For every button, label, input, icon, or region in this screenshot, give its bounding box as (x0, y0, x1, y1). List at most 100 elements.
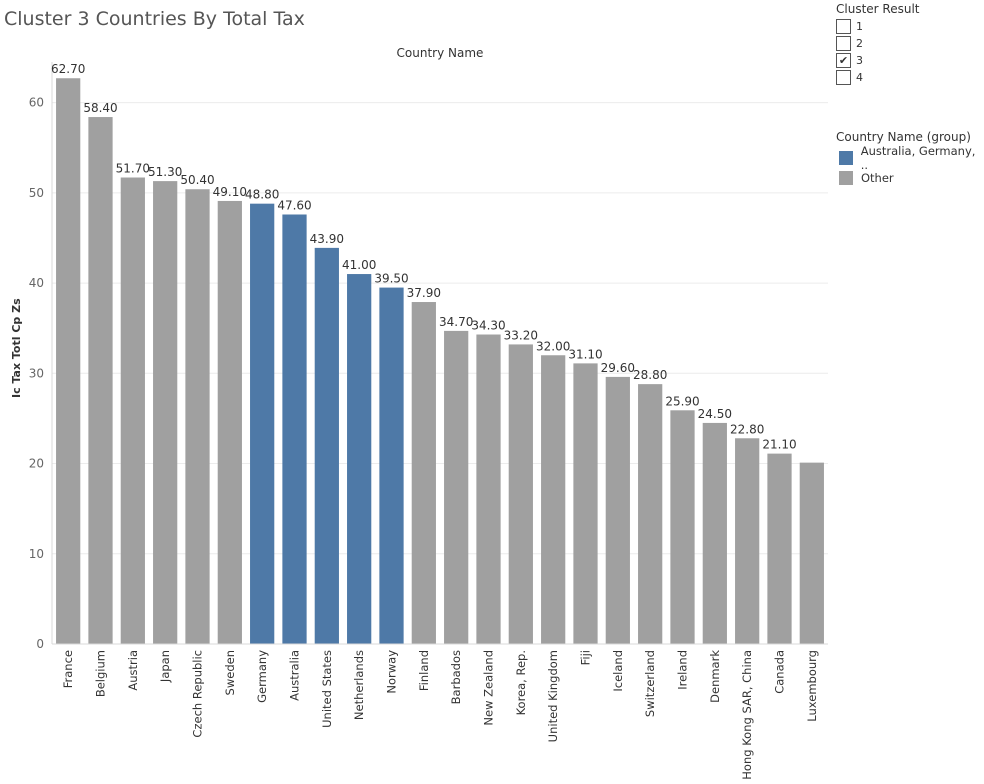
data-label: 62.70 (51, 62, 85, 76)
filter-option-2[interactable]: 2 (836, 35, 919, 52)
bar-chart: 0 10 20 30 40 50 60 62.70 France 58.40 Belgium 51.7… (29, 62, 828, 780)
data-label: 25.90 (665, 394, 699, 408)
data-label: 22.80 (730, 422, 764, 436)
x-tick-label: Austria (126, 650, 140, 691)
legend-item[interactable]: Australia, Germany, .. (836, 144, 984, 172)
x-tick-label: Netherlands (352, 650, 366, 720)
y-tick-label: 50 (29, 186, 44, 200)
checkbox[interactable] (836, 70, 851, 85)
bar (314, 247, 339, 644)
x-tick-label: Barbados (449, 650, 463, 704)
filter-option-4[interactable]: 4 (836, 69, 919, 86)
bar (702, 422, 727, 644)
data-label: 39.50 (374, 272, 408, 286)
x-tick-label: Australia (288, 650, 302, 701)
bar (735, 438, 760, 644)
x-tick-label: Denmark (708, 650, 722, 703)
x-tick-label: Iceland (611, 650, 625, 692)
bar (670, 410, 695, 644)
color-legend: Country Name (group) Australia, Germany,… (836, 130, 984, 188)
x-tick-label: Finland (417, 650, 431, 691)
data-label: 51.70 (116, 161, 150, 175)
x-tick-label: Canada (773, 650, 787, 694)
x-tick-label: Luxembourg (805, 650, 819, 722)
bar (605, 376, 630, 644)
page-title: Cluster 3 Countries By Total Tax (4, 8, 305, 30)
data-label: 50.40 (180, 173, 214, 187)
bar (153, 181, 178, 644)
data-label: 34.70 (439, 315, 473, 329)
x-tick-label: Germany (255, 650, 269, 703)
bar (379, 287, 404, 644)
cluster-result-filter: Cluster Result 1 2 ✔ 3 4 (836, 2, 919, 86)
data-label: 34.30 (471, 319, 505, 333)
checkbox[interactable] (836, 19, 851, 34)
data-label: 33.20 (504, 328, 538, 342)
filter-option-label: 1 (856, 20, 863, 33)
bar (476, 334, 501, 644)
data-label: 58.40 (83, 101, 117, 115)
bar (217, 200, 242, 645)
bar (88, 117, 113, 644)
x-tick-label: Sweden (223, 650, 237, 695)
checkbox[interactable]: ✔ (836, 53, 851, 68)
legend-label: Other (861, 171, 894, 185)
bar (508, 344, 533, 644)
data-label: 47.60 (277, 198, 311, 212)
bar (638, 384, 663, 644)
data-label: 24.50 (698, 407, 732, 421)
data-label: 31.10 (568, 347, 602, 361)
data-label: 32.00 (536, 339, 570, 353)
legend-title: Country Name (group) (836, 130, 971, 144)
filter-option-label: 2 (856, 37, 863, 50)
bar (120, 177, 145, 644)
x-tick-label: New Zealand (482, 650, 496, 726)
bar (250, 203, 275, 645)
legend-swatch (839, 151, 853, 165)
bar (185, 189, 210, 644)
x-tick-label: United States (320, 650, 334, 728)
bar (444, 330, 469, 644)
data-label: 51.30 (148, 165, 182, 179)
x-tick-label: Norway (385, 650, 399, 694)
y-tick-label: 0 (36, 637, 44, 651)
x-tick-label: Hong Kong SAR, China (740, 650, 754, 780)
data-label: 29.60 (601, 361, 635, 375)
data-label: 37.90 (407, 286, 441, 300)
x-tick-label: Fiji (579, 650, 593, 665)
x-tick-label: Switzerland (643, 650, 657, 717)
y-tick-label: 20 (29, 457, 44, 471)
filter-option-1[interactable]: 1 (836, 18, 919, 35)
filter-option-label: 4 (856, 71, 863, 84)
bar (411, 302, 436, 644)
checkbox[interactable] (836, 36, 851, 51)
x-tick-label: Ireland (676, 650, 690, 690)
bar (56, 78, 81, 644)
filter-title: Cluster Result (836, 2, 920, 16)
legend-item[interactable]: Other (836, 168, 984, 188)
column-header: Country Name (396, 46, 484, 60)
legend-label: Australia, Germany, .. (860, 144, 976, 172)
legend-swatch (839, 171, 853, 185)
y-tick-label: 60 (29, 96, 44, 110)
y-tick-label: 40 (29, 276, 44, 290)
x-tick-label: Czech Republic (191, 650, 205, 738)
bar (347, 274, 372, 644)
x-tick-label: Korea, Rep. (514, 650, 528, 715)
x-tick-label: United Kingdom (546, 650, 560, 742)
bar (767, 453, 792, 644)
bar (799, 462, 824, 644)
data-label: 21.10 (762, 438, 796, 452)
x-tick-label: Belgium (94, 650, 108, 697)
data-label: 28.80 (633, 368, 667, 382)
filter-option-3[interactable]: ✔ 3 (836, 52, 919, 69)
data-label: 41.00 (342, 258, 376, 272)
x-tick-label: Japan (158, 650, 172, 683)
filter-option-label: 3 (856, 54, 863, 67)
bar (573, 363, 598, 644)
data-label: 43.90 (310, 232, 344, 246)
x-tick-label: France (61, 650, 75, 688)
data-label: 49.10 (213, 185, 247, 199)
bar (282, 214, 307, 644)
y-tick-label: 10 (29, 547, 44, 561)
